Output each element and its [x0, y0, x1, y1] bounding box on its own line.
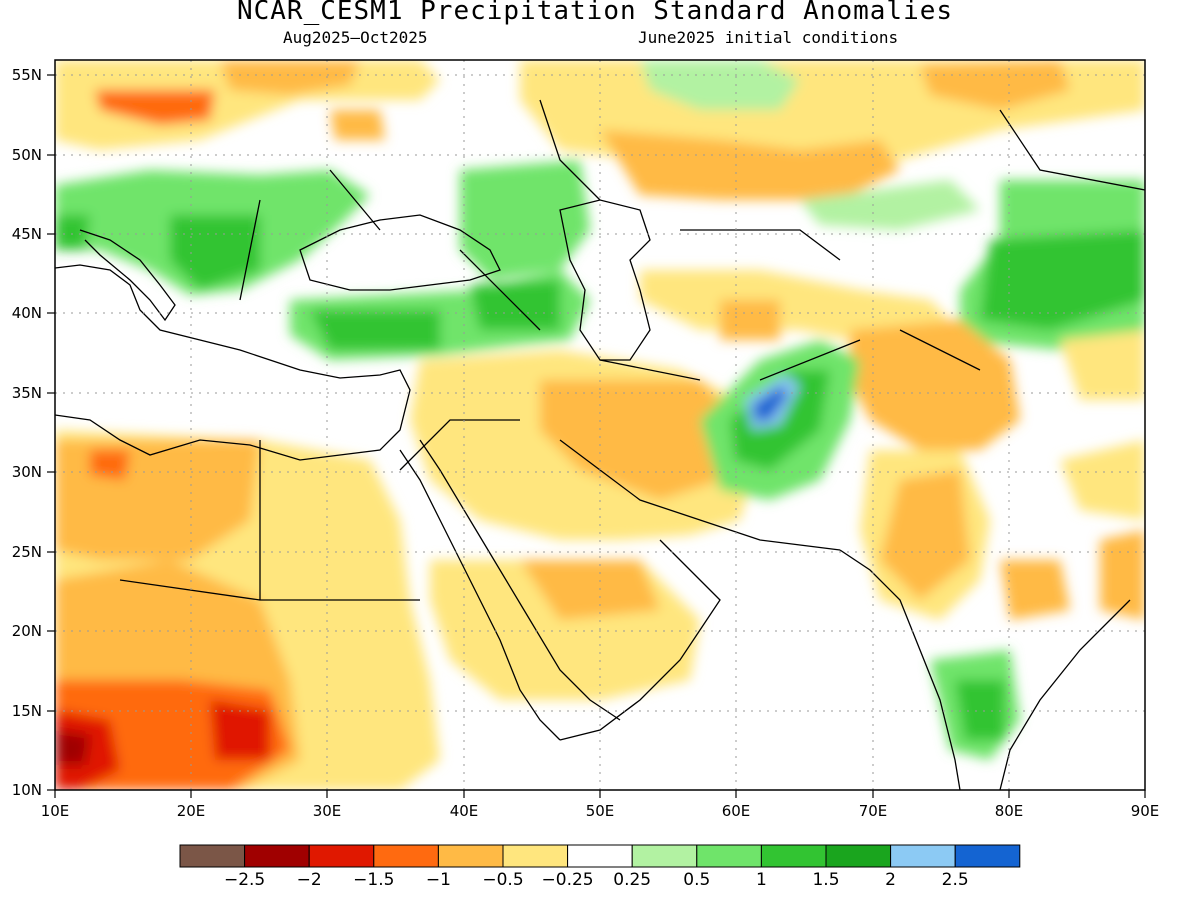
lon-label: 10E	[41, 802, 70, 820]
legend-label: 0.5	[683, 870, 710, 890]
anomaly-region	[800, 180, 980, 230]
arabia-south-coast	[559, 539, 721, 741]
legend-swatch	[890, 844, 956, 868]
legend-label: −2.5	[224, 870, 265, 890]
anomaly-region	[1000, 560, 1070, 620]
lat-tick-labels: 55N 50N 45N 40N 35N 30N 25N 20N 15N 10N	[12, 66, 42, 799]
legend-swatch	[437, 844, 504, 868]
lon-label: 80E	[995, 802, 1024, 820]
gulf-coast	[559, 439, 841, 551]
red-sea-coast	[399, 449, 561, 741]
anomaly-region	[1100, 530, 1145, 620]
anomaly-field	[55, 60, 1145, 790]
lon-tick-labels: 10E 20E 30E 40E 50E 60E 70E 80E 90E	[41, 802, 1160, 820]
lat-label: 25N	[12, 543, 42, 561]
anomaly-region	[55, 215, 90, 250]
border-lines	[119, 99, 1145, 601]
tick-marks	[47, 74, 1146, 798]
anomaly-region	[90, 450, 130, 480]
lon-label: 60E	[722, 802, 751, 820]
anomaly-region	[1060, 440, 1145, 520]
anomaly-region	[640, 60, 800, 110]
lat-label: 20N	[12, 622, 42, 640]
mediterranean-coast	[55, 264, 411, 461]
red-sea-coast-east	[419, 439, 621, 721]
lat-label: 55N	[12, 66, 42, 84]
legend-label: −0.5	[482, 870, 523, 890]
india-east-coast	[999, 599, 1131, 790]
lat-label: 35N	[12, 384, 42, 402]
anomaly-region	[55, 730, 90, 765]
lat-label: 10N	[12, 781, 42, 799]
legend-swatch	[567, 844, 633, 868]
anomaly-region	[95, 90, 215, 125]
legend-swatch	[373, 844, 439, 868]
lon-label: 20E	[177, 802, 206, 820]
legend-label: −1	[426, 870, 451, 890]
anomaly-region	[752, 385, 788, 422]
color-legend: −2.5 −2 −1.5 −1 −0.5 −0.25 0.25 0.5 1 1.5 2 2.5	[179, 844, 1021, 890]
lat-label: 30N	[12, 463, 42, 481]
india-west-coast	[839, 549, 961, 790]
coastlines	[55, 99, 1145, 790]
anomaly-region	[310, 310, 440, 350]
lon-label: 40E	[450, 802, 479, 820]
legend-swatch	[954, 844, 1021, 868]
lat-label: 45N	[12, 225, 42, 243]
legend-label: −2	[297, 870, 322, 890]
legend-swatch	[631, 844, 698, 868]
anomaly-region	[720, 300, 780, 340]
lon-label: 30E	[313, 802, 342, 820]
lon-label: 70E	[859, 802, 888, 820]
legend-label: −1.5	[353, 870, 394, 890]
anomaly-region	[980, 230, 1145, 330]
anomaly-region	[850, 320, 1020, 450]
caspian-coast	[559, 199, 651, 361]
anomaly-region	[1060, 330, 1145, 400]
black-sea-coast	[299, 214, 501, 291]
legend-label: 2.5	[942, 870, 969, 890]
anomaly-region	[880, 470, 970, 600]
legend-label: −0.25	[542, 870, 594, 890]
anomaly-region	[600, 130, 900, 200]
anomaly-region	[920, 60, 1070, 110]
italy-coast	[79, 229, 176, 322]
lat-label: 15N	[12, 702, 42, 720]
grid-lines	[55, 60, 1145, 790]
page-title: NCAR_CESM1 Precipitation Standard Anomal…	[236, 0, 954, 26]
legend-label: 1	[756, 870, 767, 890]
anomaly-region	[330, 110, 385, 140]
lon-label: 50E	[586, 802, 615, 820]
anomaly-region	[220, 60, 360, 95]
legend-swatch	[179, 844, 246, 868]
legend-swatch	[696, 844, 762, 868]
legend-swatch	[308, 844, 375, 868]
anomaly-region	[210, 700, 270, 760]
legend-label: 1.5	[812, 870, 839, 890]
forecast-period: Aug2025–Oct2025	[283, 28, 428, 47]
anomaly-region	[520, 560, 660, 620]
legend-label: 0.25	[613, 870, 651, 890]
lat-label: 50N	[12, 146, 42, 164]
lon-label: 90E	[1131, 802, 1160, 820]
legend-swatch	[760, 844, 827, 868]
anomaly-region	[540, 380, 740, 500]
initial-conditions: June2025 initial conditions	[638, 28, 899, 47]
lat-label: 40N	[12, 304, 42, 322]
legend-label: 2	[885, 870, 896, 890]
anomaly-region	[955, 680, 1005, 740]
legend-swatch	[825, 844, 892, 868]
anomaly-region	[460, 160, 590, 280]
legend-swatch	[502, 844, 569, 868]
legend-swatch	[244, 844, 310, 868]
